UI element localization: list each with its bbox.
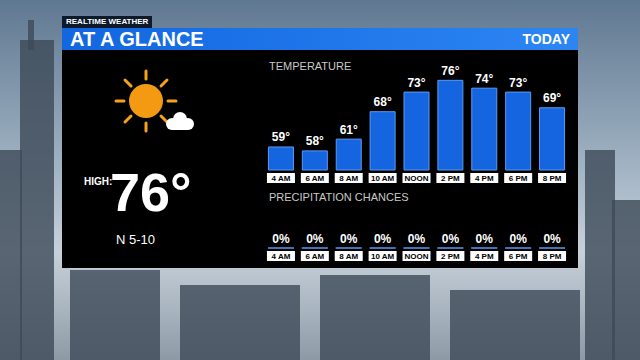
svg-text:8 AM: 8 AM	[339, 252, 358, 261]
svg-text:2 PM: 2 PM	[441, 174, 460, 183]
svg-text:0%: 0%	[272, 232, 290, 246]
svg-text:0%: 0%	[476, 232, 494, 246]
svg-text:10 AM: 10 AM	[371, 174, 395, 183]
svg-text:8 PM: 8 PM	[543, 252, 562, 261]
svg-text:PRECIPITATION CHANCES: PRECIPITATION CHANCES	[269, 191, 409, 203]
svg-text:4 AM: 4 AM	[272, 252, 291, 261]
html-text:TODAY: TODAY	[522, 31, 570, 47]
svg-text:10 AM: 10 AM	[371, 252, 395, 261]
svg-text:6 AM: 6 AM	[305, 252, 324, 261]
svg-text:74°: 74°	[475, 72, 493, 86]
svg-text:4 AM: 4 AM	[272, 174, 291, 183]
svg-text:8 PM: 8 PM	[543, 174, 562, 183]
svg-text:0%: 0%	[408, 232, 426, 246]
svg-text:4 PM: 4 PM	[475, 252, 494, 261]
svg-text:0%: 0%	[543, 232, 561, 246]
svg-text:NOON: NOON	[405, 252, 429, 261]
svg-text:68°: 68°	[374, 95, 392, 109]
svg-text:76°: 76°	[441, 64, 459, 78]
html-text:HIGH:: HIGH:	[84, 176, 113, 187]
svg-text:6 PM: 6 PM	[509, 174, 528, 183]
html-text:N 5-10: N 5-10	[116, 232, 155, 247]
svg-text:0%: 0%	[340, 232, 358, 246]
svg-text:0%: 0%	[442, 232, 460, 246]
svg-text:0%: 0%	[509, 232, 527, 246]
svg-text:TEMPERATURE: TEMPERATURE	[269, 60, 351, 72]
svg-text:NOON: NOON	[405, 174, 429, 183]
svg-text:0%: 0%	[306, 232, 324, 246]
svg-text:61°: 61°	[340, 123, 358, 137]
html-text:76°: 76°	[110, 162, 192, 222]
svg-text:6 AM: 6 AM	[305, 174, 324, 183]
svg-text:8 AM: 8 AM	[339, 174, 358, 183]
html-text:AT A GLANCE: AT A GLANCE	[70, 28, 204, 50]
svg-text:73°: 73°	[407, 76, 425, 90]
svg-text:4 PM: 4 PM	[475, 174, 494, 183]
svg-text:2 PM: 2 PM	[441, 252, 460, 261]
svg-text:59°: 59°	[272, 130, 290, 144]
svg-text:73°: 73°	[509, 76, 527, 90]
svg-text:6 PM: 6 PM	[509, 252, 528, 261]
svg-text:0%: 0%	[374, 232, 392, 246]
html-text:REALTIME WEATHER: REALTIME WEATHER	[66, 17, 149, 26]
svg-text:69°: 69°	[543, 91, 561, 105]
svg-text:58°: 58°	[306, 134, 324, 148]
